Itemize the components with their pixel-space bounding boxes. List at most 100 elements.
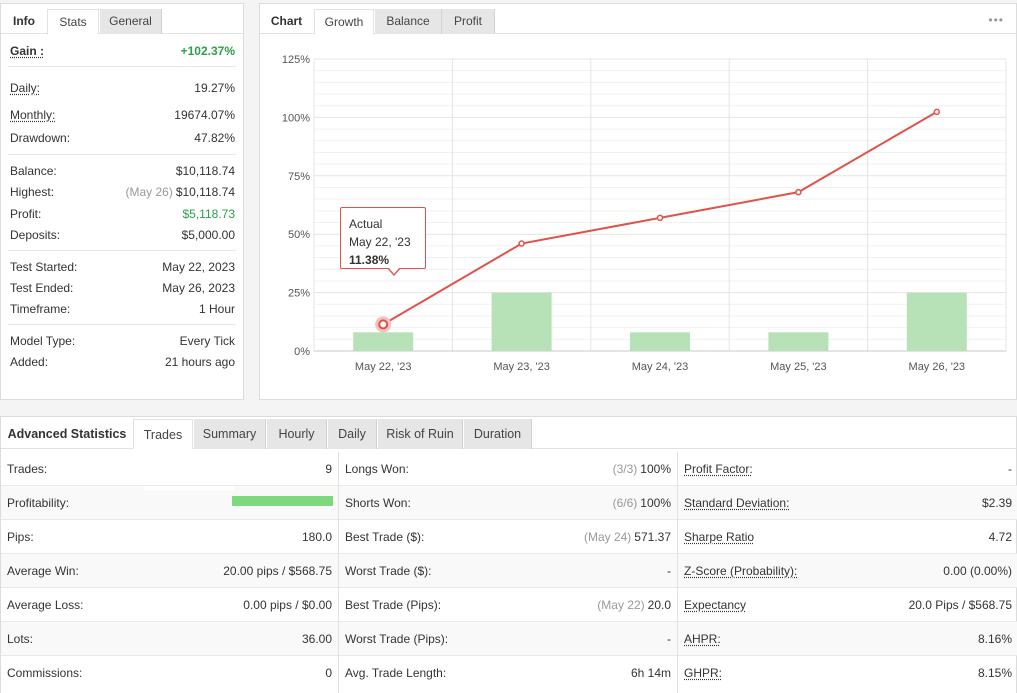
- more-options-icon[interactable]: •••: [988, 13, 1004, 27]
- stat-balance: Balance: $10,118.74: [10, 162, 235, 180]
- y-tick-label: 50%: [288, 229, 310, 241]
- divider: [8, 250, 236, 251]
- row-value-text: 20.0: [648, 598, 671, 612]
- chart-panel: Chart Growth Balance Profit ••• 125% 100%…: [259, 3, 1017, 400]
- chart-bar: [630, 332, 690, 351]
- stat-highest: Highest: (May 26) $10,118.74: [10, 183, 235, 201]
- table-row: Sharpe Ratio 4.72: [678, 520, 1017, 554]
- x-tick-label: May 22, '23: [355, 361, 412, 373]
- row-value: $2.39: [982, 486, 1012, 520]
- chart-bar: [353, 332, 413, 351]
- chart-tooltip: Actual May 22, '23 11.38%: [340, 207, 426, 269]
- table-row: Shorts Won: (6/6) 100%: [339, 486, 677, 520]
- table-row: Profitability:: [1, 486, 338, 520]
- tab-info[interactable]: Info: [1, 9, 47, 34]
- tooltip-value: 11.38%: [349, 251, 425, 269]
- row-label: Worst Trade ($):: [345, 554, 431, 588]
- stat-value: 47.82%: [194, 129, 235, 147]
- y-tick-label: 25%: [288, 288, 310, 300]
- table-row: Avg. Trade Length: 6h 14m: [339, 656, 677, 690]
- tab-general[interactable]: General: [100, 9, 162, 34]
- tab-hourly[interactable]: Hourly: [267, 419, 327, 449]
- plot-area: [314, 59, 1006, 351]
- row-label: Longs Won:: [345, 452, 409, 486]
- table-row: Pips: 180.0: [1, 520, 338, 554]
- y-tick-label: 0%: [294, 346, 310, 358]
- row-label: Worst Trade (Pips):: [345, 622, 448, 656]
- advanced-grid: Trades: 9 Profitability: Pips: 180.0 Ave…: [1, 452, 1017, 693]
- x-tick-label: May 23, '23: [493, 361, 550, 373]
- advanced-stats-panel: Advanced Statistics Trades Summary Hourl…: [0, 416, 1017, 693]
- tab-risk-of-ruin[interactable]: Risk of Ruin: [378, 419, 463, 449]
- row-value: 0: [325, 656, 332, 690]
- stat-profit: Profit: $5,118.73: [10, 205, 235, 223]
- stat-value: May 26, 2023: [162, 279, 235, 297]
- table-row: Best Trade (Pips): (May 22) 20.0: [339, 588, 677, 622]
- row-label: Best Trade ($):: [345, 520, 424, 554]
- stat-label: Test Ended:: [10, 279, 73, 297]
- tab-chart[interactable]: Chart: [260, 9, 313, 34]
- stat-value-text: $10,118.74: [176, 185, 235, 199]
- row-label: Commissions:: [7, 656, 82, 690]
- growth-point: [934, 109, 939, 114]
- table-row: Average Win: 20.00 pips / $568.75: [1, 554, 338, 588]
- chart-bar: [768, 332, 828, 351]
- stat-drawdown: Drawdown: 47.82%: [10, 129, 235, 147]
- stat-note: (May 26): [125, 185, 172, 199]
- tab-summary[interactable]: Summary: [194, 419, 266, 449]
- tab-duration[interactable]: Duration: [464, 419, 532, 449]
- stat-value: $5,118.73: [183, 205, 236, 223]
- row-value: 6h 14m: [631, 656, 671, 690]
- row-label: Lots:: [7, 622, 33, 656]
- row-value: 4.72: [989, 520, 1012, 554]
- stat-value: $10,118.74: [176, 162, 235, 180]
- row-label: AHPR:: [684, 622, 721, 656]
- stat-value: Every Tick: [180, 332, 235, 350]
- stat-timeframe: Timeframe: 1 Hour: [10, 300, 235, 318]
- table-row: Expectancy 20.0 Pips / $568.75: [678, 588, 1017, 622]
- stat-label: Test Started:: [10, 258, 77, 276]
- stat-gain: Gain : +102.37%: [10, 42, 235, 60]
- table-row: Worst Trade ($): -: [339, 554, 677, 588]
- row-note: (May 24): [584, 530, 631, 544]
- tab-growth[interactable]: Growth: [314, 9, 374, 35]
- stat-label: Drawdown:: [10, 129, 70, 147]
- row-label: Average Win:: [7, 554, 79, 588]
- divider: [8, 66, 236, 67]
- advanced-stats-title[interactable]: Advanced Statistics: [1, 419, 133, 449]
- tab-stats[interactable]: Stats: [47, 9, 99, 35]
- growth-point: [519, 241, 524, 246]
- stat-label: Added:: [10, 353, 48, 371]
- table-row: Lots: 36.00: [1, 622, 338, 656]
- stat-daily: Daily: 19.27%: [10, 79, 235, 97]
- row-note: (May 22): [597, 598, 644, 612]
- tab-balance[interactable]: Balance: [375, 9, 442, 34]
- row-label: Profitability:: [7, 486, 69, 520]
- row-label: GHPR:: [684, 656, 722, 690]
- x-tick-label: May 25, '23: [770, 361, 827, 373]
- tab-profit[interactable]: Profit: [442, 9, 495, 34]
- tab-trades[interactable]: Trades: [133, 419, 193, 449]
- table-row: Best Trade ($): (May 24) 571.37: [339, 520, 677, 554]
- stat-label: Gain :: [10, 42, 44, 60]
- stat-label: Daily:: [10, 79, 40, 97]
- row-value-text: 100%: [640, 496, 671, 510]
- stat-label: Timeframe:: [10, 300, 70, 318]
- stat-label: Balance:: [10, 162, 57, 180]
- table-row: Trades: 9: [1, 452, 338, 486]
- tooltip-arrow-inner: [388, 267, 400, 274]
- stat-label: Monthly:: [10, 106, 55, 124]
- x-tick-label: May 26, '23: [909, 361, 966, 373]
- row-label: Average Loss:: [7, 588, 84, 622]
- stat-value: 1 Hour: [199, 300, 235, 318]
- chart-bar: [492, 293, 552, 351]
- chart-bar: [907, 293, 967, 351]
- row-value: 20.00 pips / $568.75: [223, 554, 332, 588]
- profitability-mask: [144, 486, 234, 490]
- table-row: Longs Won: (3/3) 100%: [339, 452, 677, 486]
- tab-daily[interactable]: Daily: [328, 419, 377, 449]
- stat-value: May 22, 2023: [162, 258, 235, 276]
- stat-value: $5,000.00: [182, 226, 235, 244]
- stat-value: 19674.07%: [174, 106, 235, 124]
- table-row: Commissions: 0: [1, 656, 338, 690]
